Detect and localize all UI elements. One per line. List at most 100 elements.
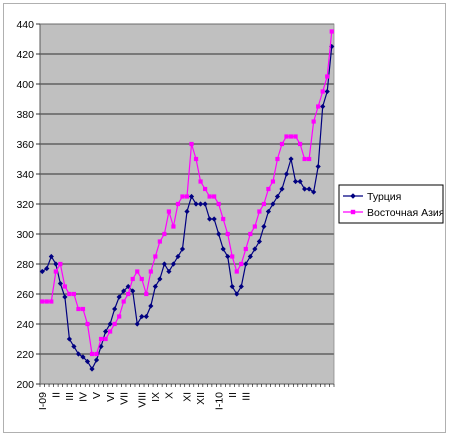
data-point-0-44 <box>238 283 244 290</box>
x-tick-label-2: III <box>64 392 76 401</box>
data-point-1-47 <box>252 224 257 229</box>
data-point-0-51 <box>270 201 276 207</box>
series-group <box>39 29 335 372</box>
data-point-1-4 <box>58 261 63 267</box>
data-point-0-23 <box>143 313 149 320</box>
data-point-0-45 <box>243 261 249 267</box>
data-point-1-37 <box>207 194 212 199</box>
legend: Турция Восточная Азия <box>338 184 444 224</box>
data-point-1-18 <box>121 299 126 304</box>
data-point-1-6 <box>67 291 72 297</box>
data-point-0-61 <box>315 163 321 170</box>
y-tick-label-280: 280 <box>16 259 34 271</box>
data-point-0-10 <box>84 358 91 365</box>
data-point-1-2 <box>49 299 54 304</box>
data-point-1-8 <box>76 306 81 312</box>
x-tick-label-5: VI <box>105 392 117 402</box>
data-point-0-9 <box>80 354 86 360</box>
data-point-1-38 <box>212 194 217 199</box>
y-tick-label-400: 400 <box>16 79 34 91</box>
data-point-0-21 <box>134 321 140 327</box>
data-point-0-1 <box>44 265 50 272</box>
legend-marker-turkey <box>350 193 356 199</box>
data-point-1-24 <box>148 269 153 274</box>
data-point-1-21 <box>135 269 140 274</box>
data-point-1-27 <box>162 231 167 237</box>
data-point-1-50 <box>266 186 271 192</box>
data-point-0-37 <box>207 216 213 222</box>
data-point-0-47 <box>252 246 258 252</box>
data-point-1-29 <box>171 224 176 229</box>
data-point-1-3 <box>53 269 58 274</box>
data-point-1-32 <box>184 194 190 199</box>
data-point-1-1 <box>44 299 49 304</box>
y-tick-label-320: 320 <box>16 199 34 211</box>
data-point-1-59 <box>307 156 312 162</box>
data-point-0-15 <box>107 321 113 327</box>
data-point-0-56 <box>292 178 299 185</box>
y-tick-label-300: 300 <box>16 229 34 241</box>
x-tick-label-6: VII <box>118 392 130 405</box>
data-point-0-46 <box>247 253 253 260</box>
data-point-1-15 <box>108 329 113 334</box>
data-point-0-20 <box>130 288 136 294</box>
data-point-1-14 <box>103 336 108 342</box>
data-point-0-17 <box>116 294 122 300</box>
data-point-1-23 <box>144 291 149 297</box>
data-point-0-40 <box>220 246 226 252</box>
data-point-0-6 <box>66 336 72 342</box>
data-point-0-27 <box>161 261 167 267</box>
data-point-1-35 <box>198 179 203 184</box>
x-tick-label-0: I-09 <box>37 392 49 410</box>
y-tick-label-220: 220 <box>16 349 34 361</box>
data-point-1-57 <box>297 141 303 147</box>
data-point-0-28 <box>166 268 172 275</box>
data-point-0-11 <box>89 366 95 372</box>
legend-marker-shape-1 <box>350 209 356 215</box>
data-point-0-16 <box>112 306 118 312</box>
data-point-1-17 <box>117 314 122 319</box>
data-point-0-60 <box>311 189 317 195</box>
data-point-1-49 <box>261 201 266 207</box>
data-point-0-25 <box>152 283 158 290</box>
data-point-1-10 <box>85 321 90 327</box>
data-point-0-57 <box>297 178 303 185</box>
y-tick-label-380: 380 <box>16 109 34 121</box>
x-tick-label-11: XII <box>195 392 207 405</box>
data-point-0-59 <box>306 186 312 192</box>
data-point-0-35 <box>197 201 204 207</box>
data-point-1-13 <box>98 336 104 342</box>
data-point-1-61 <box>316 104 321 109</box>
data-point-1-25 <box>153 254 158 259</box>
data-point-0-5 <box>62 294 68 300</box>
data-point-0-0 <box>39 268 45 275</box>
data-point-1-42 <box>230 254 235 259</box>
x-tick-label-1: II <box>51 392 63 398</box>
data-point-0-2 <box>48 253 54 260</box>
x-tick-label-3: IV <box>78 392 90 402</box>
data-point-1-9 <box>80 306 86 312</box>
legend-label-east-asia: Восточная Азия <box>367 207 444 219</box>
data-point-0-7 <box>71 343 77 350</box>
data-point-0-63 <box>324 88 330 95</box>
y-tick-label-260: 260 <box>16 289 34 301</box>
data-point-0-14 <box>102 328 109 335</box>
chart-frame <box>3 3 446 433</box>
x-tick-label-10: XI <box>182 392 194 402</box>
x-tick-label-4: V <box>91 392 103 399</box>
data-point-0-30 <box>175 253 181 260</box>
data-point-0-62 <box>320 103 326 110</box>
data-point-0-48 <box>256 238 262 245</box>
y-tick-label-360: 360 <box>16 139 34 151</box>
data-point-1-55 <box>288 134 294 139</box>
data-point-1-39 <box>216 201 221 207</box>
data-point-1-33 <box>189 141 194 147</box>
legend-marker-shape-0 <box>350 193 356 199</box>
data-point-0-42 <box>229 283 235 290</box>
data-point-0-50 <box>265 208 272 215</box>
data-point-1-28 <box>166 209 172 214</box>
y-tick-label-240: 240 <box>16 319 34 331</box>
y-tick-label-200: 200 <box>16 379 34 391</box>
data-point-1-12 <box>94 351 99 357</box>
